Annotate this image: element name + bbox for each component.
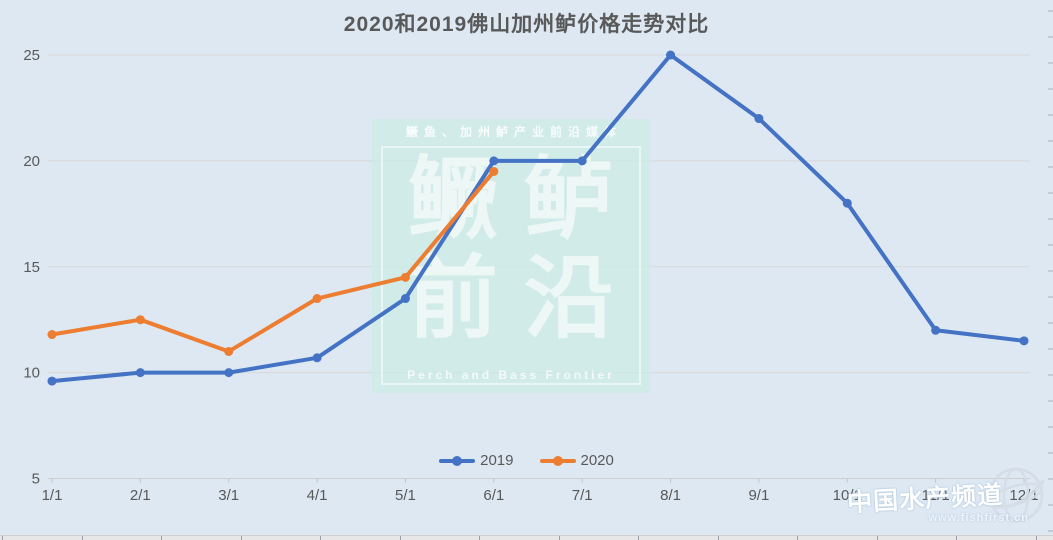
watermark-url: www.fishfirst.cn [928,512,1029,524]
y-axis-label: 25 [23,47,40,64]
edge-dash [1048,10,1053,12]
legend-item-2019: 2019 [439,452,514,469]
edge-dash [1048,348,1053,350]
edge-dash [1048,426,1053,428]
edge-dash [1048,192,1053,194]
x-axis-label: 2/1 [130,487,151,504]
edge-dash [1048,400,1053,402]
watermark-center: 鳜鱼、加州鲈产业前沿媒体 鳜鲈 前沿 Perch and Bass Fronti… [372,119,650,393]
x-axis-label: 6/1 [483,487,504,504]
data-point-2020-1/1 [47,330,57,340]
watermark-fishfirst: 中国水产频道 www.fishfirst.cn [847,467,1047,536]
data-point-2020-3/1 [224,346,234,356]
legend-label-2020: 2020 [580,452,614,469]
data-point-2019-4/1 [312,353,322,363]
bottom-strip-tick [479,536,480,540]
x-axis-label: 7/1 [572,487,593,504]
y-axis-label: 5 [32,471,40,488]
edge-dash [1048,478,1053,480]
data-point-2019-11/1 [931,325,941,335]
globe-icon [987,467,1046,523]
watermark-tagline: 鳜鱼、加州鲈产业前沿媒体 [405,125,622,139]
bottom-strip-tick [1035,536,1037,540]
chart-legend: 2019 2020 [0,452,1053,469]
bottom-strip-tick [956,536,957,540]
bottom-strip-tick [638,536,639,540]
bottom-strip-tick [797,536,798,540]
edge-dash [1048,374,1053,376]
data-point-2019-1/1 [47,376,57,386]
x-axis-label: 9/1 [748,487,769,504]
data-point-2019-2/1 [135,368,145,378]
x-axis-label: 1/1 [42,487,63,504]
edge-dash [1048,62,1053,64]
legend-item-2020: 2020 [539,452,614,469]
bottom-strip-tick [876,536,878,540]
watermark-english-text: Perch and Bass Frontier [407,368,615,382]
edge-dash [1048,296,1053,298]
data-point-2019-3/1 [224,368,234,378]
chart-title: 2020和2019佛山加州鲈价格走势对比 [343,13,710,36]
legend-dot-2019 [452,455,463,466]
y-axis-label: 10 [23,365,40,382]
watermark-logo-line2: 前沿 [408,249,640,349]
bottom-strip-tick [558,536,560,540]
watermark-logo-text: 鳜鲈 前沿 [372,151,650,349]
bottom-strip-tick [161,536,162,540]
edge-dash [1048,166,1053,168]
x-axis-label: 3/1 [218,487,239,504]
legend-marker-2020 [539,455,576,466]
data-point-2019-10/1 [842,198,852,208]
bottom-strip-tick [240,536,242,540]
x-axis-label: 4/1 [307,487,328,504]
data-point-2020-4/1 [312,294,322,304]
x-axis-label: 8/1 [660,487,681,504]
legend-label-2019: 2019 [480,452,514,469]
bottom-strip-tick [717,536,719,540]
legend-dot-2020 [552,455,563,466]
edge-dash [1048,140,1053,142]
edge-dash [1048,504,1053,506]
bottom-strip-tick [399,536,401,540]
data-point-2019-9/1 [754,114,764,124]
bottom-strip-tick [81,536,83,540]
edge-dash [1048,530,1053,532]
bottom-edge-strip [0,535,1053,540]
legend-marker-2019 [439,455,476,466]
edge-dash [1048,322,1053,324]
data-point-2020-2/1 [135,315,145,325]
watermark-logo-line1: 鳜鲈 [408,150,640,250]
edge-dash [1048,88,1053,90]
edge-dash [1048,452,1053,454]
bottom-strip-tick [2,536,3,540]
data-point-2019-12/1 [1019,336,1029,346]
data-point-2019-8/1 [666,50,676,60]
x-axis-label: 5/1 [395,487,416,504]
edge-dash [1048,114,1053,116]
edge-dash [1048,270,1053,272]
edge-dash [1048,244,1053,246]
edge-dash [1048,36,1053,38]
right-edge-ticks [1047,0,1053,540]
y-axis-label: 20 [23,153,40,170]
edge-dash [1048,218,1053,220]
bottom-strip-tick [320,536,321,540]
y-axis-label: 15 [23,259,40,276]
